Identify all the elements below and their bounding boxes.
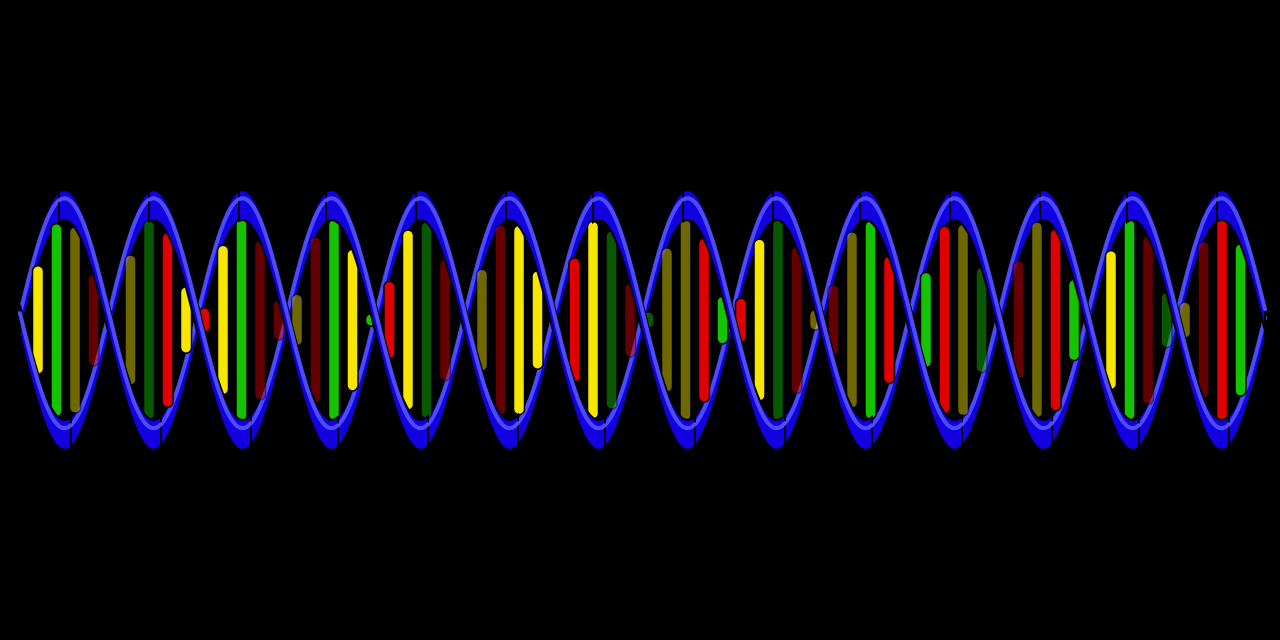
- dna-diagram: [0, 0, 1280, 640]
